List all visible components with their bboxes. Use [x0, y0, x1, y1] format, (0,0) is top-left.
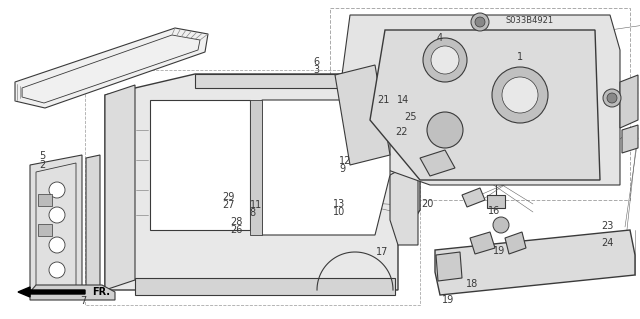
Circle shape	[431, 46, 459, 74]
Circle shape	[475, 17, 485, 27]
Text: 21: 21	[378, 95, 390, 106]
Text: 4: 4	[436, 33, 443, 43]
Polygon shape	[370, 30, 600, 180]
Polygon shape	[30, 155, 82, 295]
Text: 3: 3	[314, 64, 320, 75]
Polygon shape	[487, 195, 505, 208]
Text: 18: 18	[466, 279, 478, 289]
Polygon shape	[340, 15, 620, 185]
Polygon shape	[30, 285, 115, 300]
Text: 27: 27	[223, 200, 236, 210]
Text: 19: 19	[442, 295, 454, 305]
Bar	[38, 194, 52, 206]
Polygon shape	[622, 125, 638, 153]
Polygon shape	[390, 160, 418, 245]
Circle shape	[49, 237, 65, 253]
Text: 29: 29	[223, 192, 235, 202]
Text: 19: 19	[493, 246, 505, 256]
FancyArrow shape	[18, 287, 85, 297]
Polygon shape	[105, 74, 420, 290]
Text: S033B4921: S033B4921	[506, 16, 554, 25]
Polygon shape	[250, 100, 262, 235]
Circle shape	[607, 93, 617, 103]
Text: 6: 6	[314, 56, 320, 67]
Text: 8: 8	[250, 208, 256, 218]
Polygon shape	[620, 75, 638, 128]
Polygon shape	[436, 252, 462, 281]
Text: 9: 9	[339, 164, 346, 174]
Text: 23: 23	[602, 221, 614, 232]
Text: 16: 16	[488, 205, 500, 216]
Text: 20: 20	[421, 198, 433, 209]
Circle shape	[423, 38, 467, 82]
Text: 22: 22	[396, 127, 408, 137]
Text: 5: 5	[40, 151, 46, 161]
Circle shape	[493, 217, 509, 233]
Polygon shape	[86, 155, 100, 290]
Polygon shape	[462, 188, 485, 207]
Polygon shape	[505, 232, 526, 254]
Circle shape	[603, 89, 621, 107]
Text: 12: 12	[339, 156, 351, 166]
Polygon shape	[105, 85, 135, 290]
Circle shape	[49, 207, 65, 223]
Polygon shape	[150, 100, 250, 230]
Circle shape	[471, 13, 489, 31]
Circle shape	[502, 77, 538, 113]
Text: 13: 13	[333, 199, 345, 209]
Text: FR.: FR.	[92, 287, 110, 297]
Polygon shape	[195, 74, 420, 88]
Bar	[38, 224, 52, 236]
Circle shape	[49, 262, 65, 278]
Polygon shape	[135, 278, 395, 295]
Text: 24: 24	[602, 238, 614, 248]
Polygon shape	[420, 150, 455, 176]
Text: 10: 10	[333, 207, 345, 217]
Polygon shape	[470, 232, 495, 254]
Circle shape	[49, 182, 65, 198]
Text: 14: 14	[397, 95, 409, 106]
Polygon shape	[262, 100, 390, 235]
Polygon shape	[15, 28, 208, 108]
Text: 26: 26	[230, 225, 243, 235]
Polygon shape	[435, 230, 635, 295]
Text: 2: 2	[40, 160, 46, 170]
Text: 1: 1	[517, 52, 524, 63]
Text: 11: 11	[250, 200, 262, 210]
Polygon shape	[335, 65, 390, 165]
Text: 25: 25	[404, 112, 417, 122]
Text: 28: 28	[230, 217, 243, 227]
Circle shape	[492, 67, 548, 123]
Circle shape	[427, 112, 463, 148]
Text: 7: 7	[80, 296, 86, 307]
Text: 17: 17	[376, 247, 388, 257]
